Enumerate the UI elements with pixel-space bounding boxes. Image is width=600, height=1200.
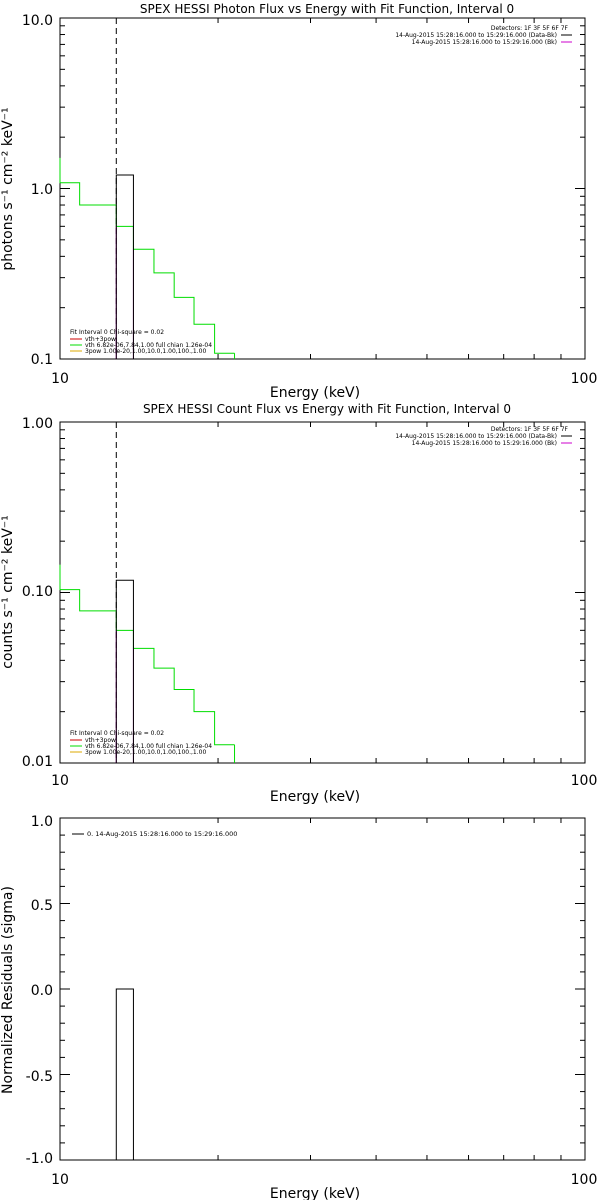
residuals-data-bin — [115, 988, 134, 1160]
photon-flux-data-bin — [115, 174, 134, 359]
photon-flux-x-axis-label: Energy (keV) — [270, 385, 360, 401]
residuals-y-axis-label: Normalized Residuals (sigma) — [0, 886, 16, 1094]
count-flux-x-tick-10: 10 — [51, 773, 69, 789]
photon-flux-time-legend-data: 14-Aug-2015 15:28:16.000 to 15:29:16.000… — [395, 32, 557, 39]
count-flux-x-axis-label: Energy (keV) — [270, 789, 360, 805]
count-flux-data-bin — [115, 579, 134, 763]
residuals-y-tick-0: 0.0 — [31, 983, 53, 999]
photon-flux-title: SPEX HESSI Photon Flux vs Energy with Fi… — [140, 2, 514, 16]
residuals-y-tick-0.5: 0.5 — [31, 898, 53, 914]
photon-flux-detectors-text: Detectors: 1F 3F 5F 6F 7F — [491, 25, 569, 32]
count-flux-y-tick-1: 1.00 — [22, 416, 53, 432]
photon-flux-y-tick-0.1: 0.1 — [31, 352, 53, 368]
residuals-x-tick-100: 100 — [571, 1172, 598, 1188]
photon-flux-y-tick-1: 1.0 — [31, 182, 53, 198]
photon-flux-x-tick-10: 10 — [51, 371, 69, 387]
residuals-plot-frame — [59, 817, 586, 1161]
count-flux-y-axis-label: counts s⁻¹ cm⁻² keV⁻¹ — [0, 515, 16, 669]
residuals-y-tick-1: 1.0 — [31, 814, 53, 830]
count-flux-x-tick-100: 100 — [571, 773, 598, 789]
photon-flux-fit-legend-2: vth 6.82e-06,7.84,1.00 full chian 1.26e-… — [85, 342, 212, 349]
residuals-panel: 10 100 -1.0 -0.5 0.0 0.5 1.0 Energy (keV… — [0, 814, 597, 1200]
count-flux-fit-legend-3: 3pow 1.00e-20,1.00,10.0,1.00,100.,1.00 — [85, 749, 206, 756]
count-flux-fit-legend-1: vth+3pow — [85, 737, 116, 744]
photon-flux-y-axis-label: photons s⁻¹ cm⁻² keV⁻¹ — [0, 107, 16, 270]
count-flux-y-tick-0.1: 0.10 — [22, 584, 53, 600]
residuals-x-tick-10: 10 — [51, 1172, 69, 1188]
count-flux-y-tick-0.01: 0.01 — [22, 754, 53, 770]
residuals-y-tick-neg1: -1.0 — [26, 1151, 53, 1167]
count-flux-title: SPEX HESSI Count Flux vs Energy with Fit… — [143, 402, 511, 416]
residuals-legend-text: 0. 14-Aug-2015 15:28:16.000 to 15:29:16.… — [87, 830, 237, 838]
photon-flux-y-tick-10: 10.0 — [22, 13, 53, 29]
count-flux-time-legend-data: 14-Aug-2015 15:28:16.000 to 15:29:16.000… — [395, 433, 557, 440]
count-flux-time-legend-bk: 14-Aug-2015 15:28:16.000 to 15:29:16.000… — [412, 440, 557, 447]
count-flux-panel: SPEX HESSI Count Flux vs Energy with Fit… — [0, 402, 597, 805]
count-flux-fit-vth-histogram — [59, 564, 235, 746]
residuals-x-axis-label: Energy (keV) — [270, 1186, 360, 1200]
photon-flux-x-tick-100: 100 — [571, 371, 598, 387]
photon-flux-time-legend-bk: 14-Aug-2015 15:28:16.000 to 15:29:16.000… — [412, 39, 557, 46]
residuals-y-tick-neg0.5: -0.5 — [26, 1069, 53, 1085]
count-flux-plot-frame — [59, 421, 586, 764]
photon-flux-fit-header: Fit Interval 0 Chi-square = 0.02 — [70, 329, 164, 336]
count-flux-detectors-text: Detectors: 1F 3F 5F 6F 7F — [491, 426, 569, 433]
count-flux-fit-header: Fit Interval 0 Chi-square = 0.02 — [70, 730, 164, 737]
photon-flux-panel: SPEX HESSI Photon Flux vs Energy with Fi… — [0, 2, 597, 401]
photon-flux-fit-vth-histogram — [59, 157, 235, 354]
photon-flux-fit-legend-3: 3pow 1.00e-20,1.00,10.0,1.00,100.,1.00 — [85, 348, 206, 355]
count-flux-fit-legend-2: vth 6.82e-06,7.84,1.00 full chian 1.26e-… — [85, 743, 212, 750]
photon-flux-fit-legend-1: vth+3pow — [85, 336, 116, 343]
photon-flux-plot-frame — [59, 17, 586, 360]
